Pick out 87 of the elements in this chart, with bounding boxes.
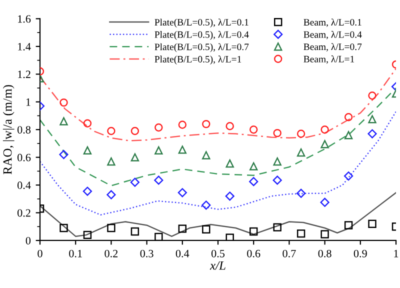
point — [344, 221, 353, 230]
x-tick-label: 0.7 — [282, 250, 296, 258]
point — [130, 227, 140, 236]
legend-label: Beam, λ/L=0.4 — [304, 30, 362, 40]
y-tick-label: 0.6 — [18, 154, 31, 162]
point — [107, 224, 116, 232]
point — [249, 177, 258, 186]
point — [178, 224, 186, 233]
point — [250, 227, 258, 236]
x-tick-label: 0.4 — [176, 250, 190, 258]
point — [59, 150, 68, 160]
point — [202, 120, 210, 128]
point — [368, 220, 376, 228]
point — [107, 157, 116, 166]
point — [226, 234, 234, 240]
x-tick-label: 0 — [38, 250, 42, 258]
point — [250, 126, 258, 134]
point — [226, 122, 234, 130]
x-axis-title: x/L — [210, 261, 226, 270]
point — [368, 115, 376, 124]
x-tick-label: 0.8 — [318, 250, 332, 258]
point — [250, 162, 258, 170]
x-tick-label: 0.3 — [140, 250, 154, 258]
legend-label: Beam, λ/L=0.1 — [304, 18, 362, 27]
x-tick-label: 0.6 — [247, 250, 260, 258]
point — [344, 113, 353, 122]
y-tick-label: 1 — [26, 98, 30, 106]
legend-label: Plate(B/L=0.5), λ/L=1 — [154, 56, 242, 64]
point — [83, 146, 92, 154]
point — [202, 225, 210, 234]
point — [320, 126, 329, 134]
point — [178, 120, 186, 129]
point — [107, 126, 116, 136]
point — [344, 131, 353, 140]
point — [60, 98, 68, 107]
point — [296, 229, 306, 238]
point — [202, 151, 210, 160]
point — [130, 178, 140, 187]
point — [296, 188, 306, 198]
y-tick-label: 1.6 — [18, 15, 31, 23]
point — [273, 157, 282, 166]
y-tick-label: 0.2 — [18, 209, 30, 217]
x-tick-label: 0.2 — [104, 250, 118, 258]
point — [154, 232, 163, 240]
point — [83, 230, 92, 240]
legend-label: Beam, λ/L=1 — [304, 55, 354, 64]
y-tick-label: 1.4 — [18, 42, 31, 50]
point — [60, 224, 68, 232]
x-tick-label: 1 — [394, 250, 398, 258]
point — [154, 176, 164, 185]
point — [368, 129, 377, 138]
point — [273, 223, 282, 232]
y-tick-label: 0 — [26, 236, 31, 244]
point — [320, 230, 329, 238]
point — [178, 188, 187, 198]
point — [226, 159, 234, 168]
point — [368, 92, 376, 100]
point — [60, 117, 68, 126]
point — [154, 146, 163, 154]
x-tick-label: 0.5 — [211, 250, 225, 258]
point — [82, 186, 92, 196]
x-tick-label: 0.9 — [354, 250, 367, 258]
point — [130, 126, 140, 136]
line-series — [40, 110, 396, 216]
legend-label: Plate(B/L=0.5), λ/L=0.4 — [154, 30, 249, 40]
legend-label: Plate(B/L=0.5), λ/L=0.7 — [154, 43, 249, 52]
point — [154, 123, 163, 132]
point — [320, 140, 329, 148]
point — [272, 176, 282, 185]
x-tick-label: 0.1 — [69, 250, 82, 258]
point — [225, 192, 234, 201]
legend-label: Beam, λ/L=0.7 — [304, 43, 362, 52]
point — [296, 130, 306, 138]
point — [130, 153, 140, 162]
point — [83, 119, 92, 128]
legend-label: Plate(B/L=0.5), λ/L=0.1 — [154, 18, 248, 28]
point — [106, 190, 116, 200]
point — [178, 146, 186, 154]
point — [273, 128, 282, 138]
y-axis-title: RAO, |w|/a (m/m) — [2, 85, 14, 174]
point — [202, 200, 211, 210]
y-tick-label: 0.4 — [18, 182, 31, 190]
y-tick-label: 0.8 — [18, 126, 31, 134]
point — [320, 198, 330, 207]
y-tick-label: 1.2 — [18, 70, 30, 78]
point — [296, 148, 306, 157]
point — [344, 171, 354, 181]
